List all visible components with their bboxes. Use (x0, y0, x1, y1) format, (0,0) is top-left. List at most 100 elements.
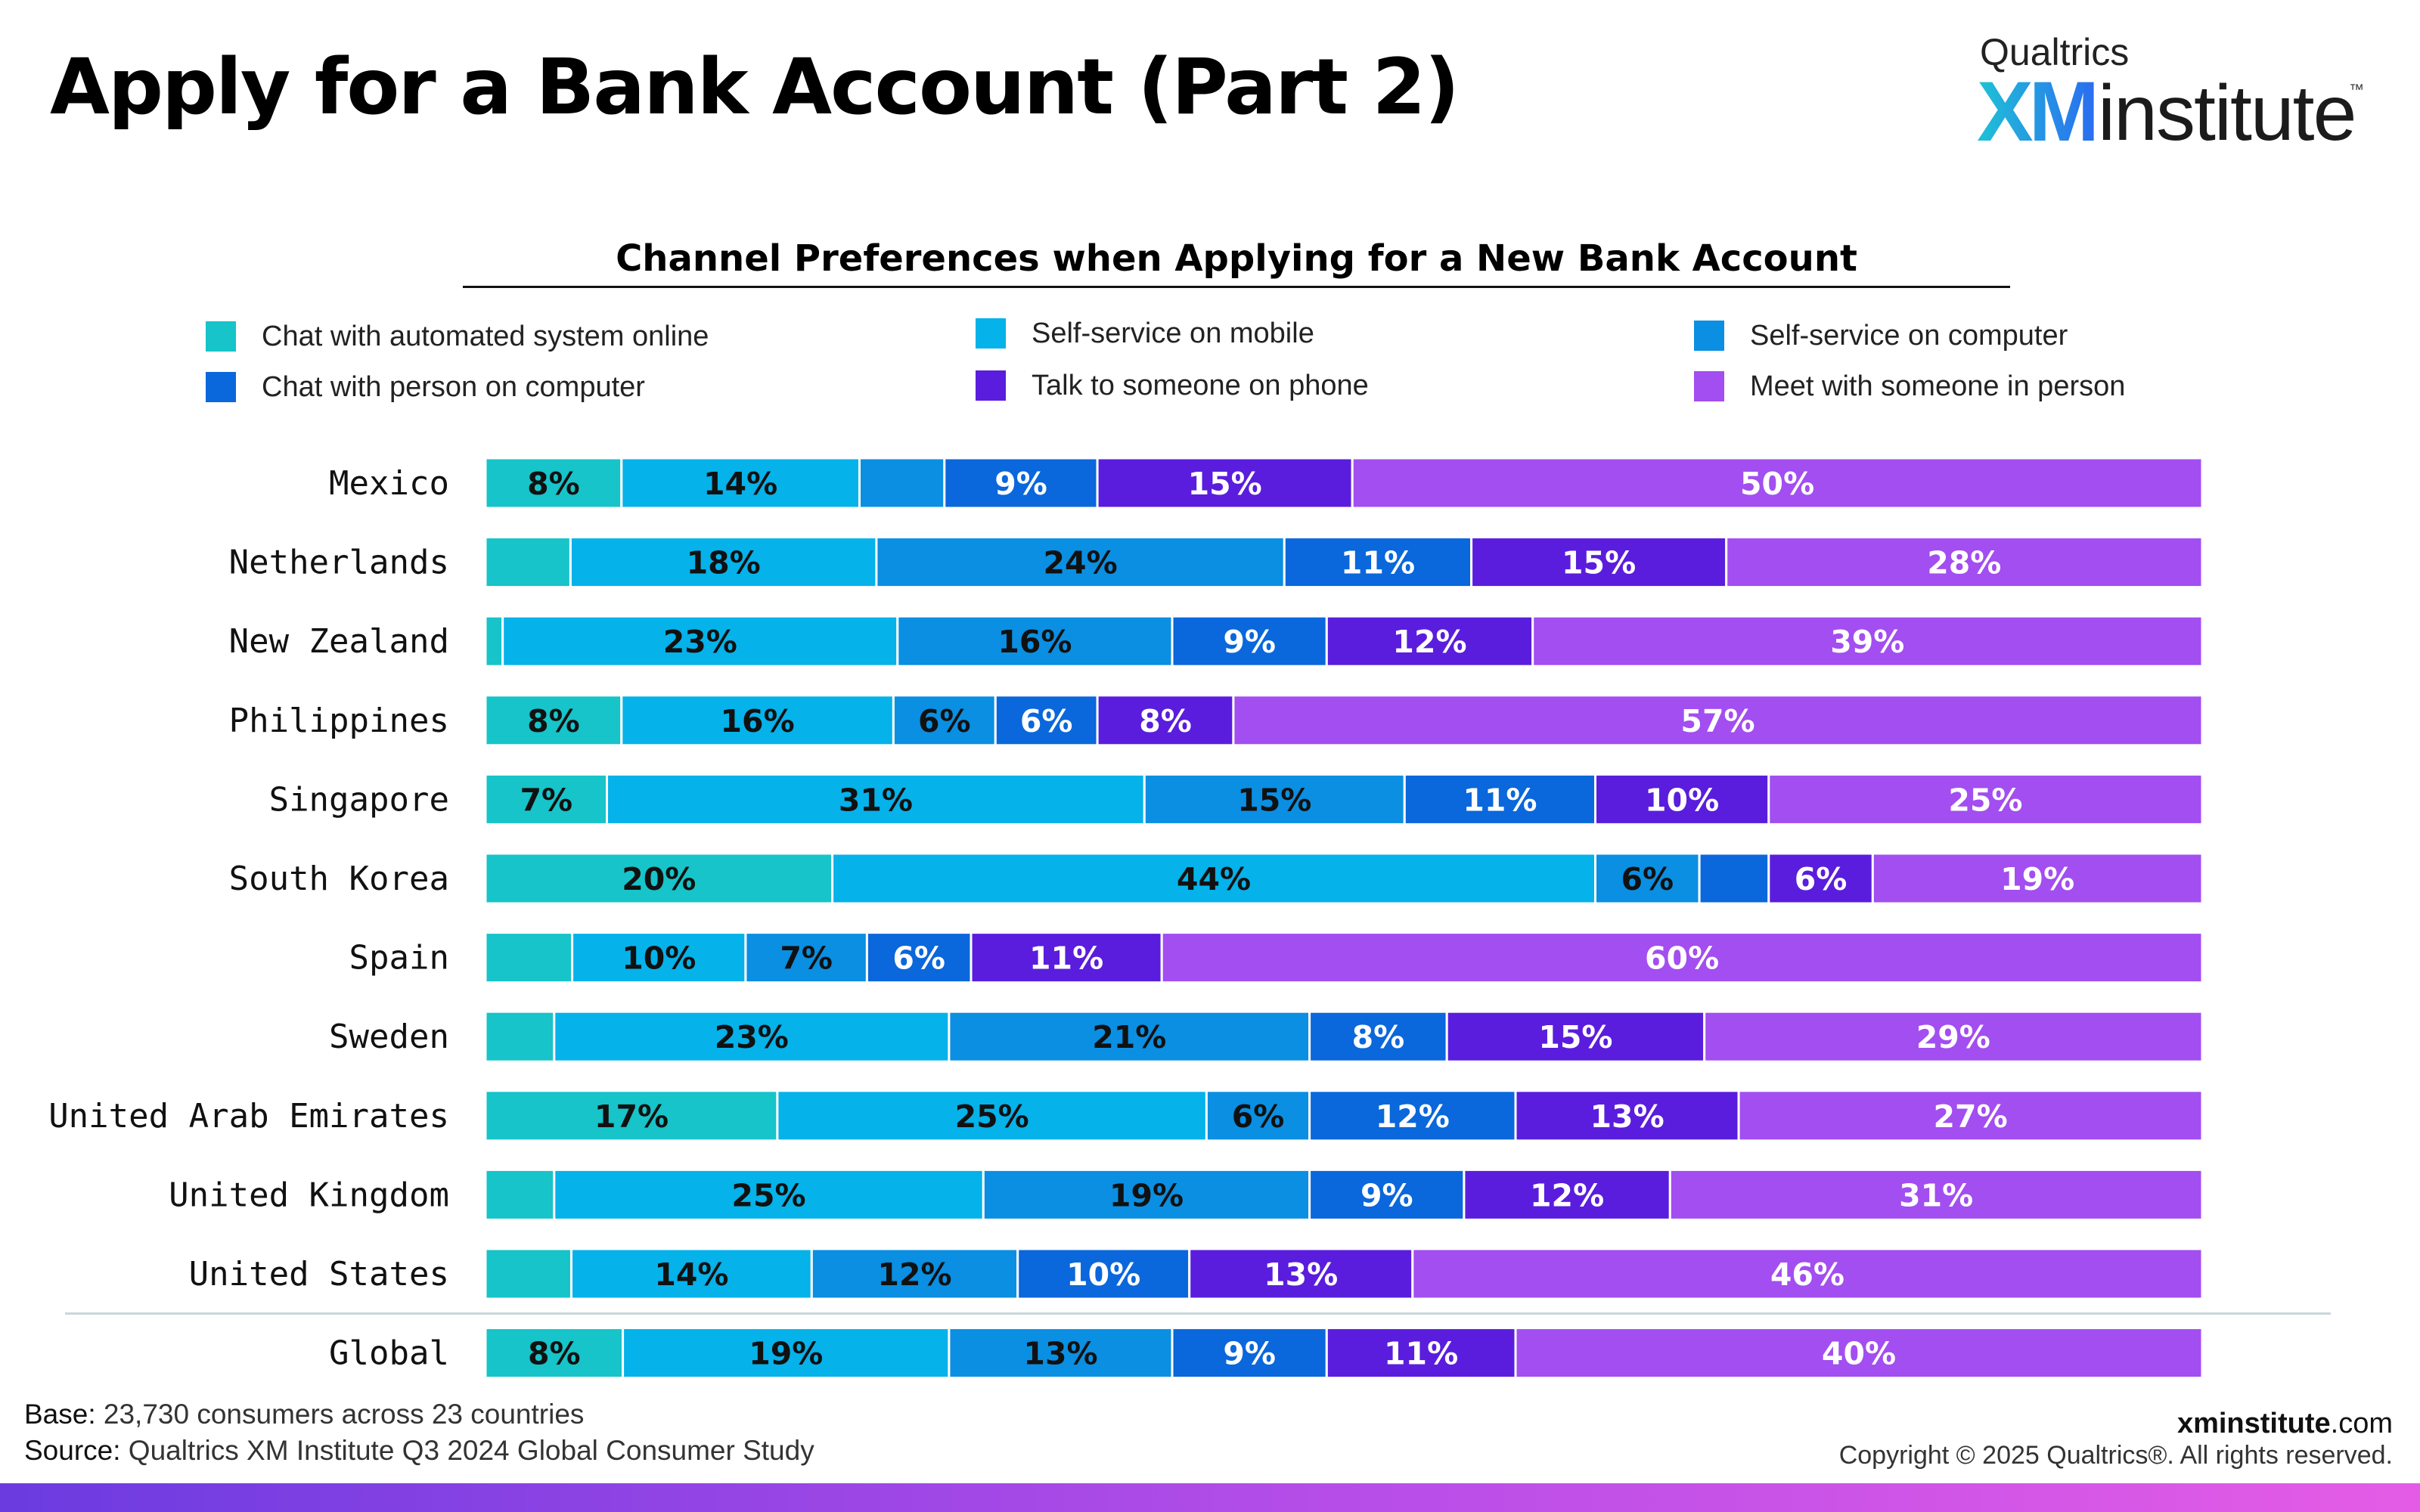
data-label: 25% (955, 1098, 1029, 1135)
legend-swatch (1694, 371, 1724, 401)
site-url[interactable]: xminstitute.com (2177, 1408, 2393, 1440)
bar-segment (1737, 1089, 2204, 1142)
bar-row: Netherlands 18% 24% 11% 15% 28% (229, 536, 2204, 589)
data-label: 7% (780, 940, 833, 977)
data-label: 60% (1645, 940, 1719, 977)
legend-label: Chat with automated system online (262, 320, 709, 352)
legend-item-chat-automated: Chat with automated system online (206, 318, 709, 355)
data-label: 15% (1237, 782, 1311, 818)
chart-title-rule (463, 286, 2010, 288)
bar-row: New Zealand 23% 16% 9% 12% 39% (229, 615, 2204, 668)
legend-item-in-person: Meet with someone in person (1694, 367, 2125, 405)
bar-segment (1308, 1089, 1517, 1142)
data-label: 9% (1360, 1177, 1413, 1213)
data-label: 12% (877, 1256, 951, 1293)
category-label: South Korea (229, 860, 449, 898)
data-label: 28% (1927, 545, 2001, 581)
bar-segment (620, 694, 895, 747)
category-label: Philippines (229, 702, 449, 740)
bar-segment (1531, 615, 2204, 668)
bar-segment (1445, 1010, 1706, 1063)
legend-label: Talk to someone on phone (1032, 369, 1369, 401)
bar-segment (896, 615, 1174, 668)
data-label: 18% (687, 545, 761, 581)
bar-segment (570, 1247, 813, 1300)
bar-segment (484, 1010, 556, 1063)
bar-row: United States 14% 12% 10% 13% 46% (189, 1247, 2204, 1300)
data-label: 7% (520, 782, 572, 818)
data-label: 8% (528, 1336, 581, 1372)
bar-segment (484, 1327, 625, 1380)
bar-segment (1403, 773, 1597, 826)
bar-segment (1325, 615, 1534, 668)
category-label: Spain (349, 939, 449, 978)
bar-segment (865, 931, 973, 984)
data-label: 19% (2000, 861, 2074, 897)
legend-label: Meet with someone in person (1750, 370, 2126, 402)
bar-segment (1767, 773, 2204, 826)
data-label: 10% (622, 940, 696, 977)
legend-label: Self-service on computer (1750, 319, 2068, 352)
bar-row: Philippines 8% 16% 6% 6% 8% 57% (229, 694, 2204, 747)
bar-segment (484, 931, 574, 984)
category-label: United Kingdom (169, 1176, 449, 1214)
bar-segment (1698, 852, 1770, 905)
bar-segment (484, 694, 623, 747)
data-label: 24% (1044, 545, 1118, 581)
data-label: 9% (994, 466, 1047, 502)
bar-segment (1205, 1089, 1311, 1142)
category-label: United States (189, 1255, 449, 1294)
bar-segment (484, 1247, 572, 1300)
bar-segment (1470, 536, 1728, 589)
data-label: 6% (918, 703, 971, 739)
bar-row: Spain 10% 7% 6% 11% 60% (349, 931, 2204, 984)
bar-segment (1351, 457, 2204, 510)
data-label: 12% (1392, 624, 1466, 660)
bar-segment (1283, 536, 1473, 589)
data-label: 13% (1264, 1256, 1338, 1293)
bar-segment (1096, 457, 1354, 510)
category-label: Global (329, 1334, 449, 1373)
data-label: 14% (703, 466, 777, 502)
data-label: 19% (1109, 1177, 1184, 1213)
data-label: 6% (892, 940, 945, 977)
base-label: Base: (24, 1399, 96, 1430)
data-label: 14% (654, 1256, 728, 1293)
bar-segment (1188, 1247, 1414, 1300)
xm-institute-logo: Qualtrics XM institute ™ (1977, 30, 2370, 154)
data-label: 23% (715, 1019, 789, 1055)
bar-segment (484, 773, 608, 826)
data-label: 6% (1621, 861, 1674, 897)
bar-segment (620, 457, 861, 510)
data-label: 23% (663, 624, 737, 660)
legend-swatch (976, 370, 1006, 401)
bar-row: United Arab Emirates 17% 25% 6% 12% 13% 27% (48, 1089, 2204, 1142)
bar-segment (1703, 1010, 2204, 1063)
legend-item-self-service-computer: Self-service on computer (1694, 317, 2068, 355)
data-label: 6% (1795, 861, 1848, 897)
data-label: 6% (1232, 1098, 1285, 1135)
data-label: 16% (997, 624, 1072, 660)
bar-segment (1871, 852, 2204, 905)
stacked-bar-chart: Mexico 8% 14% 9% 15% 50% Netherlands 18% 24% 11% 1… (48, 457, 2204, 1380)
data-label: 16% (721, 703, 795, 739)
data-label: 29% (1916, 1019, 1990, 1055)
bar-segment (1325, 1327, 1517, 1380)
footer-source: Source: Qualtrics XM Institute Q3 2024 G… (24, 1435, 814, 1467)
bar-segment (484, 852, 834, 905)
data-label: 12% (1376, 1098, 1450, 1135)
data-label: 25% (731, 1177, 805, 1213)
data-label: 8% (1139, 703, 1192, 739)
data-label: 15% (1188, 466, 1262, 502)
legend-swatch (1694, 321, 1724, 351)
bar-segment (875, 536, 1286, 589)
bar-segment (1514, 1327, 2204, 1380)
data-label: 31% (839, 782, 913, 818)
bar-row: Mexico 8% 14% 9% 15% 50% (329, 457, 2204, 510)
legend-swatch (206, 321, 236, 352)
category-label: New Zealand (229, 622, 449, 661)
bar-segment (1016, 1247, 1191, 1300)
bar-row: Sweden 23% 21% 8% 15% 29% (329, 1010, 2204, 1063)
bar-segment (484, 615, 504, 668)
data-label: 10% (1645, 782, 1719, 818)
